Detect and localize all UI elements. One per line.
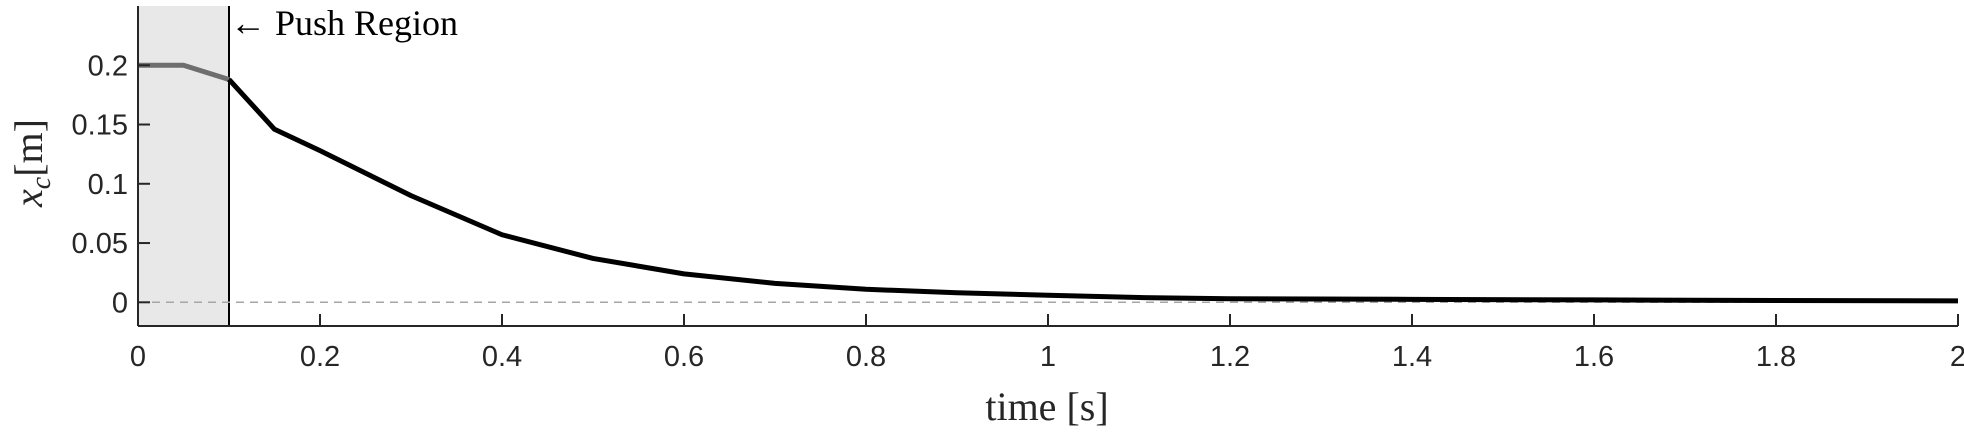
series-line-push [138,62,230,82]
axes-layer [137,6,1958,327]
x-ticks: 0 0.2 0.4 0.6 0.8 1 1.2 1.4 1.6 1.8 2 [130,314,1964,373]
x-tick-label: 1.8 [1756,341,1796,373]
x-tick-label: 1.6 [1574,341,1614,373]
x-tick-label: 1 [1040,341,1056,373]
y-tick-label: 0.1 [88,169,128,201]
x-tick-label: 0 [130,341,146,373]
y-tick-label: 0.15 [72,110,128,142]
x-tick-label: 0.8 [846,341,886,373]
x-tick-label: 1.4 [1392,341,1432,373]
x-tick-label: 2 [1950,341,1964,373]
y-axis-label-unit: [m] [6,119,51,177]
x-tick-label: 1.2 [1210,341,1250,373]
series-line-recovery [227,77,1959,304]
series-layer [138,62,1959,304]
y-axis-label: xc[m] [6,119,57,208]
x-axis-label: time [s] [985,384,1108,429]
y-tick-label: 0 [112,287,128,319]
y-ticks: 0 0.05 0.1 0.15 0.2 [72,50,150,319]
push-region-layer [138,6,230,326]
x-tick-label: 0.6 [664,341,704,373]
y-axis-label-base: x [6,189,51,208]
x-tick-label: 0.4 [482,341,522,373]
y-tick-label: 0.2 [88,50,128,82]
push-region-label: ← Push Region [230,3,458,43]
y-axis-label-sub: c [26,176,57,189]
x-tick-label: 0.2 [300,341,340,373]
y-tick-label: 0.05 [72,228,128,260]
push-region-band [138,6,229,326]
